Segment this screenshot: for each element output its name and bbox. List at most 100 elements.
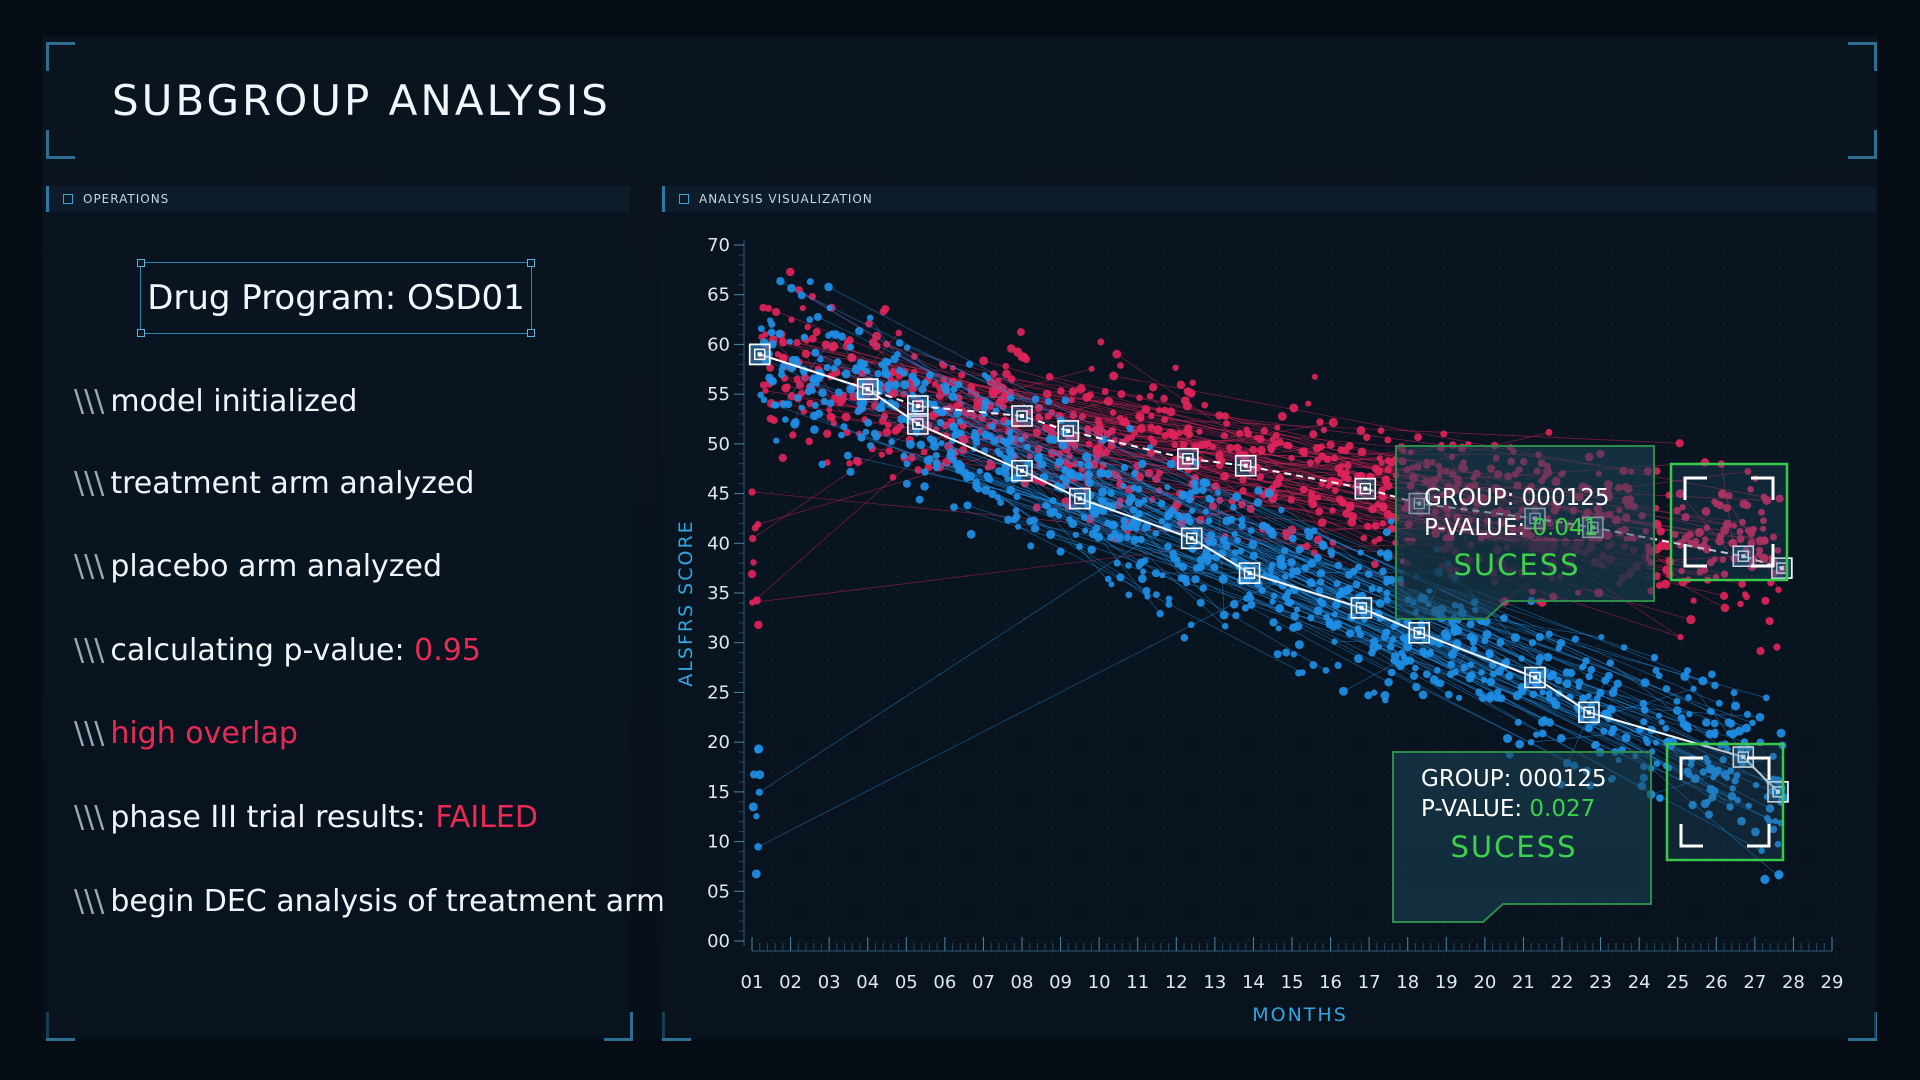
data-point (1466, 620, 1475, 629)
data-point (1651, 655, 1658, 662)
trend-marker-dot (1185, 456, 1190, 461)
data-point (1675, 439, 1684, 448)
data-point (1334, 478, 1343, 487)
callout-pvalue-label: P-VALUE: 0.027 (1421, 796, 1595, 822)
x-tick-label: 09 (1049, 972, 1072, 993)
data-point (920, 482, 929, 491)
data-point (755, 770, 765, 780)
point-link (1092, 533, 1327, 671)
handle-icon (137, 329, 145, 337)
data-point (1103, 469, 1113, 479)
data-point (1220, 471, 1229, 481)
trend-marker-dot (1363, 486, 1368, 491)
data-point (1751, 827, 1760, 837)
data-point (895, 339, 904, 347)
focus-corner-icon (1751, 476, 1775, 500)
data-point (1159, 572, 1166, 579)
data-point (1280, 546, 1289, 555)
y-tick-label: 05 (707, 881, 730, 902)
point-link (1374, 641, 1652, 769)
point-link (1455, 629, 1522, 659)
data-point (1460, 663, 1469, 672)
data-point (1545, 718, 1554, 727)
data-point (1756, 546, 1764, 554)
point-link (994, 385, 1404, 562)
data-point (1270, 592, 1278, 600)
data-point (1082, 527, 1089, 534)
data-point (1214, 489, 1222, 496)
data-point (1288, 454, 1295, 462)
callout-status: SUCESS (1453, 548, 1580, 582)
operations-header-label: OPERATIONS (83, 192, 170, 206)
data-point (1189, 379, 1196, 386)
data-point (885, 447, 894, 455)
x-tick-label: 18 (1396, 972, 1419, 993)
data-point (1724, 718, 1733, 727)
data-point (1187, 621, 1195, 629)
data-point (1329, 623, 1338, 632)
data-point (1201, 478, 1211, 488)
data-point (1112, 349, 1122, 359)
point-link (1238, 565, 1749, 807)
data-point (1414, 433, 1422, 442)
data-point (1012, 507, 1020, 514)
x-tick-label: 29 (1821, 972, 1844, 993)
data-point (1475, 688, 1483, 697)
data-point (1328, 417, 1338, 428)
data-point (806, 316, 814, 324)
data-point (1737, 816, 1746, 826)
focus-corner-icon (1683, 544, 1707, 568)
data-point (1686, 710, 1693, 718)
data-point (1736, 528, 1744, 535)
point-link (901, 418, 1389, 683)
data-point (857, 433, 866, 442)
data-point (1731, 777, 1739, 785)
data-point (1136, 394, 1143, 402)
data-point (1739, 518, 1746, 526)
x-tick-label: 07 (972, 972, 995, 993)
focus-corner-icon (1747, 824, 1771, 848)
trend-marker-inner (1413, 627, 1425, 639)
data-point (1708, 766, 1717, 775)
data-point (878, 361, 885, 368)
callout-group: GROUP: 000125 P-VALUE: 0.041 SUCESS (1395, 445, 1789, 620)
data-point (1231, 530, 1238, 538)
data-point (1743, 501, 1752, 510)
data-point (1196, 562, 1205, 572)
data-point (1123, 435, 1131, 443)
data-point (823, 429, 832, 438)
data-point (1183, 512, 1192, 521)
y-tick-label: 25 (707, 682, 730, 703)
data-point (1722, 503, 1731, 513)
data-point (1160, 394, 1168, 403)
y-tick-label: 10 (707, 832, 730, 853)
data-point (976, 468, 983, 475)
data-point (1755, 712, 1765, 722)
trend-marker-dot (1359, 605, 1364, 610)
data-point (1061, 396, 1070, 405)
data-point (1744, 468, 1752, 475)
data-point (1201, 401, 1209, 409)
data-point (921, 379, 929, 387)
point-link (796, 342, 1254, 451)
point-link (1030, 520, 1388, 633)
trend-marker-dot (915, 421, 920, 426)
point-link (1164, 419, 1680, 444)
data-point (1097, 338, 1105, 346)
data-point (818, 460, 827, 469)
data-point (1125, 499, 1133, 507)
data-point (1579, 694, 1588, 703)
data-point (1418, 690, 1428, 700)
y-tick-label: 65 (707, 285, 730, 306)
data-point (1376, 535, 1383, 543)
data-point (818, 388, 827, 398)
data-point (1035, 413, 1043, 421)
data-point (1320, 426, 1328, 434)
x-tick-label: 05 (895, 972, 918, 993)
data-point (1180, 634, 1189, 642)
x-tick-label: 01 (741, 972, 764, 993)
point-link (1287, 602, 1667, 743)
data-point (1311, 373, 1318, 380)
data-point (795, 380, 804, 389)
data-point (1108, 520, 1118, 530)
